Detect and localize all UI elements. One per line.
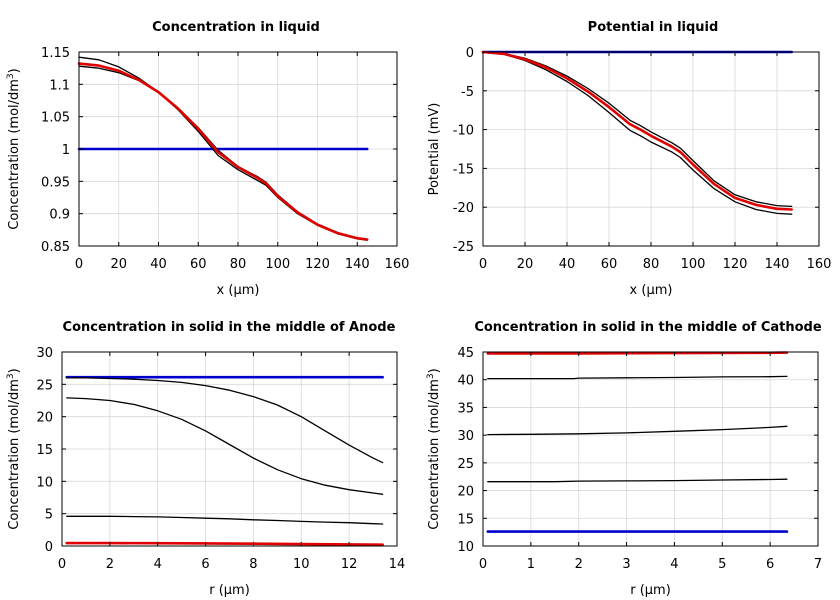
x-tick-label: 3 bbox=[622, 557, 630, 572]
x-tick-label: 7 bbox=[814, 557, 822, 572]
series-line-final bbox=[65, 541, 384, 547]
y-axis-label: Concentration (mol/dm3) bbox=[6, 368, 22, 530]
y-tick-label: 25 bbox=[457, 457, 474, 472]
y-tick-label: 10 bbox=[36, 475, 53, 490]
x-tick-label: 80 bbox=[230, 257, 247, 272]
y-tick-label: 0.95 bbox=[41, 175, 70, 190]
y-tick-label: 1 bbox=[62, 143, 70, 158]
y-axis-label: Concentration (mol/dm3) bbox=[426, 368, 442, 530]
panel-liquid-potential: 0 20 40 60 80 100 120 140 160 -25 -20 -15 -10 -5 0 Pote… bbox=[427, 20, 831, 298]
y-tick-label: 1.15 bbox=[41, 46, 70, 61]
y-tick-label: 1.1 bbox=[49, 78, 70, 93]
x-tick-label: 120 bbox=[723, 257, 748, 272]
y-tick-label: 25 bbox=[36, 378, 53, 393]
x-tick-label: 40 bbox=[559, 257, 576, 272]
x-tick-label: 0 bbox=[75, 257, 83, 272]
y-axis-label: Concentration (mol/dm3) bbox=[6, 68, 22, 230]
y-tick-label: 20 bbox=[36, 411, 53, 426]
x-tick-label: 60 bbox=[601, 257, 618, 272]
x-tick-label: 140 bbox=[765, 257, 790, 272]
x-tick-label: 6 bbox=[766, 557, 774, 572]
chart-title: Concentration in solid in the middle of … bbox=[474, 320, 822, 335]
x-tick-label: 20 bbox=[110, 257, 127, 272]
y-tick-label: 30 bbox=[36, 346, 53, 361]
x-tick-label: 60 bbox=[190, 257, 207, 272]
series-line-t1 bbox=[487, 478, 788, 483]
axes-frame bbox=[482, 351, 819, 547]
y-tick-label: 0 bbox=[466, 46, 474, 61]
x-axis-label: x (µm) bbox=[630, 283, 673, 298]
series-line-t3 bbox=[66, 515, 384, 525]
x-tick-label: 14 bbox=[389, 557, 406, 572]
x-tick-label: 5 bbox=[718, 557, 726, 572]
x-tick-label: 0 bbox=[58, 557, 66, 572]
y-tick-label: -15 bbox=[453, 162, 474, 177]
y-tick-label: 1.05 bbox=[41, 111, 70, 126]
x-tick-label: 160 bbox=[807, 257, 832, 272]
y-tick-label: 0.9 bbox=[49, 208, 70, 223]
x-tick-label: 10 bbox=[293, 557, 310, 572]
x-tick-label: 80 bbox=[643, 257, 660, 272]
y-tick-label: -20 bbox=[453, 201, 474, 216]
x-axis-label: r (µm) bbox=[209, 583, 250, 598]
series-line-t2 bbox=[66, 397, 384, 495]
y-tick-label: 45 bbox=[457, 346, 474, 361]
series-line-final bbox=[481, 50, 794, 211]
x-tick-label: 100 bbox=[265, 257, 290, 272]
panel-liquid-concentration: 0 20 40 60 80 100 120 140 160 0.85 0.9 0.95 1 1.05 1.1… bbox=[6, 20, 409, 298]
y-tick-label: 15 bbox=[457, 512, 474, 527]
chart-title: Concentration in liquid bbox=[152, 20, 320, 35]
x-tick-label: 8 bbox=[249, 557, 257, 572]
y-tick-label: 20 bbox=[457, 485, 474, 500]
x-tick-label: 160 bbox=[385, 257, 410, 272]
x-tick-label: 2 bbox=[575, 557, 583, 572]
x-tick-label: 0 bbox=[479, 257, 487, 272]
panel-anode-solid-concentration: 0 2 4 6 8 10 12 14 0 5 10 15 20 25 30 Concentration in … bbox=[6, 320, 405, 598]
x-tick-label: 40 bbox=[150, 257, 167, 272]
x-tick-label: 4 bbox=[670, 557, 678, 572]
series-line-t2 bbox=[482, 51, 793, 208]
x-tick-label: 2 bbox=[106, 557, 114, 572]
x-axis-label: r (µm) bbox=[630, 583, 671, 598]
x-tick-label: 6 bbox=[201, 557, 209, 572]
series-line-final bbox=[486, 351, 789, 355]
x-tick-label: 20 bbox=[517, 257, 534, 272]
series-line-t2 bbox=[487, 425, 788, 436]
y-tick-label: 15 bbox=[36, 443, 53, 458]
x-tick-label: 12 bbox=[341, 557, 358, 572]
y-tick-label: 30 bbox=[457, 429, 474, 444]
y-tick-label: 40 bbox=[457, 374, 474, 389]
y-tick-label: -25 bbox=[453, 240, 474, 255]
series-line-t1 bbox=[66, 377, 384, 464]
chart-title: Potential in liquid bbox=[588, 20, 719, 35]
x-axis-label: x (µm) bbox=[217, 283, 260, 298]
series-line-final bbox=[77, 62, 369, 241]
x-tick-label: 140 bbox=[345, 257, 370, 272]
y-tick-label: -10 bbox=[453, 124, 474, 139]
series-line-t3 bbox=[487, 375, 788, 380]
x-tick-label: 1 bbox=[527, 557, 535, 572]
y-tick-label: 35 bbox=[457, 401, 474, 416]
x-tick-label: 100 bbox=[681, 257, 706, 272]
x-tick-label: 0 bbox=[479, 557, 487, 572]
y-tick-label: 10 bbox=[457, 540, 474, 555]
y-axis-label: Potential (mV) bbox=[427, 103, 442, 196]
y-tick-label: -5 bbox=[461, 85, 474, 100]
y-tick-label: 0 bbox=[45, 540, 53, 555]
series-line-t1 bbox=[482, 51, 793, 215]
x-tick-label: 120 bbox=[305, 257, 330, 272]
y-tick-label: 5 bbox=[45, 508, 53, 523]
y-tick-label: 0.85 bbox=[41, 240, 70, 255]
x-tick-label: 4 bbox=[154, 557, 162, 572]
chart-title: Concentration in solid in the middle of … bbox=[63, 320, 396, 335]
